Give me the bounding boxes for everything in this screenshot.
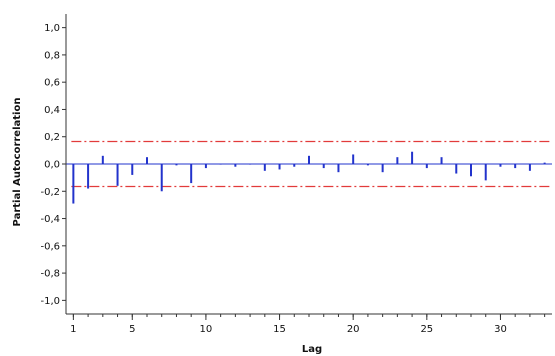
pacf-bar-lag-20 [352, 154, 355, 164]
y-axis: 1,0 0,8 0,6 0,4 0,2 0,0 -0,2 -0,4 -0,6 -0,8 -1,0 [40, 14, 67, 314]
pacf-bar-lag-21 [366, 164, 369, 166]
pacf-bar-lag-5 [131, 164, 134, 175]
pacf-bar-lag-12 [234, 164, 237, 167]
x-tick-label: 20 [347, 324, 360, 335]
pacf-bar-lag-25 [425, 164, 428, 169]
pacf-bar-lag-29 [484, 164, 487, 181]
pacf-bar-lag-30 [499, 164, 502, 167]
pacf-bar-lag-19 [337, 164, 340, 173]
pacf-bar-lag-16 [293, 164, 296, 167]
y-tick-label: 0,4 [44, 105, 60, 116]
pacf-bar-lag-1 [72, 164, 75, 204]
pacf-bar-lag-8 [175, 164, 178, 166]
x-tick-label: 15 [273, 324, 286, 335]
pacf-bar-lag-17 [308, 155, 310, 164]
pacf-bar-lag-15 [278, 164, 281, 170]
y-tick-label: -1,0 [40, 296, 60, 307]
x-tick-label: 5 [129, 324, 135, 335]
x-tick-label: 30 [494, 324, 507, 335]
pacf-bar-lag-9 [190, 164, 193, 184]
x-tick-label: 10 [200, 324, 213, 335]
y-tick-label: 0,2 [44, 132, 60, 143]
pacf-bar-lag-26 [440, 157, 443, 164]
y-axis-title: Partial Autocorrelation [12, 98, 23, 227]
pacf-bar-lag-10 [204, 164, 207, 169]
pacf-bar-lag-23 [396, 157, 399, 164]
pacf-bar-lag-3 [101, 155, 104, 164]
pacf-bar-lag-33 [543, 162, 546, 164]
pacf-bar-lag-32 [528, 164, 531, 171]
pacf-bar-lag-27 [455, 164, 458, 174]
plot-area [66, 140, 552, 204]
y-tick-label: -0,2 [40, 187, 60, 198]
x-tick-label: 1 [70, 324, 76, 335]
y-tick-label: 1,0 [44, 23, 60, 34]
y-tick-label: 0,6 [44, 78, 60, 89]
pacf-bar-lag-2 [87, 164, 90, 189]
pacf-bar-lag-11 [219, 164, 222, 165]
x-axis: 1 5 10 15 20 25 30 [66, 313, 552, 335]
y-tick-label: -0,8 [40, 269, 60, 280]
pacf-bar-lag-6 [146, 157, 148, 164]
pacf-bar-lag-13 [249, 164, 252, 165]
y-tick-label: 0,0 [44, 160, 60, 171]
pacf-bar-lag-14 [263, 164, 266, 171]
pacf-bar-lag-4 [116, 164, 119, 186]
pacf-bar-lag-31 [514, 164, 517, 169]
pacf-bar-lag-22 [381, 164, 384, 173]
y-tick-label: 0,8 [44, 50, 60, 61]
pacf-bar-lag-18 [322, 164, 325, 169]
x-tick-label: 25 [420, 324, 433, 335]
x-axis-title: Lag [302, 344, 322, 355]
y-tick-label: -0,6 [40, 241, 60, 252]
pacf-bar-lag-24 [411, 151, 414, 164]
y-tick-label: -0,4 [40, 214, 60, 225]
pacf-bar-lag-28 [470, 164, 472, 177]
pacf-bar-lag-7 [160, 164, 163, 192]
